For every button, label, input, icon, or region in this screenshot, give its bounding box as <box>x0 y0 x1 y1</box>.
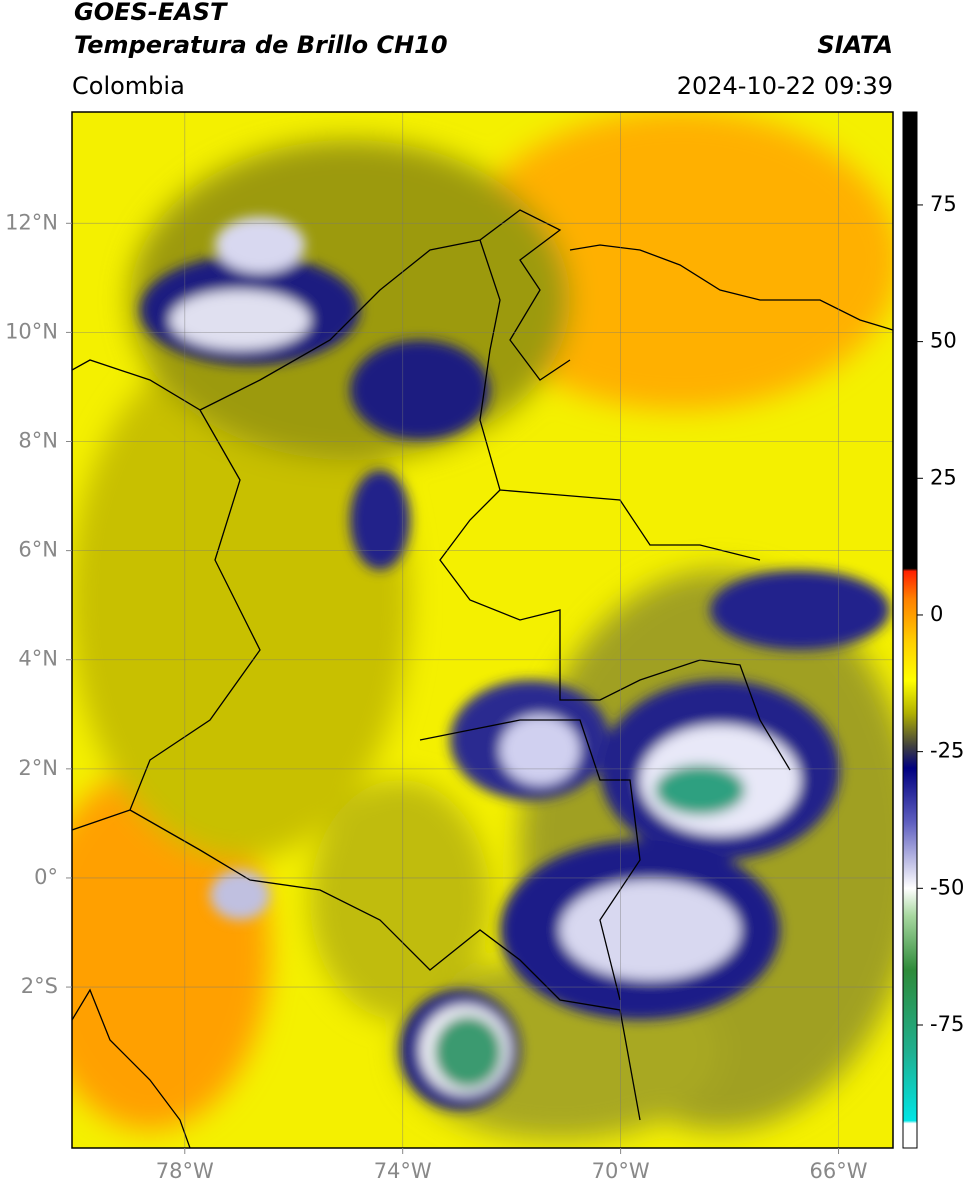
x-tick-label: 70°W <box>592 1159 650 1183</box>
datetime: 2024-10-22 09:39 <box>677 72 893 100</box>
source: SIATA <box>817 31 893 59</box>
colorbar <box>902 111 918 1149</box>
x-tick-label: 66°W <box>810 1159 868 1183</box>
y-tick-label: 12°N <box>5 210 58 234</box>
y-tick-label: 2°S <box>21 974 58 998</box>
y-tick-label: 10°N <box>5 319 58 343</box>
colorbar-tick-label: 50 <box>930 329 957 353</box>
colorbar-tick-label: 75 <box>930 192 957 216</box>
colorbar-tick-label: 25 <box>930 465 957 489</box>
x-tick-label: 78°W <box>156 1159 214 1183</box>
y-tick-label: 2°N <box>18 756 58 780</box>
colorbar-tick-label: -25 <box>930 739 964 763</box>
colorbar-tick-label: -50 <box>930 875 964 899</box>
region: Colombia <box>72 72 185 100</box>
title: GOES-EAST <box>74 0 228 26</box>
y-tick-label: 6°N <box>18 538 58 562</box>
x-tick-label: 74°W <box>374 1159 432 1183</box>
subtitle: Temperatura de Brillo CH10 <box>74 31 448 59</box>
satellite-image <box>72 112 893 1148</box>
y-tick-label: 8°N <box>18 429 58 453</box>
grid <box>72 112 893 1148</box>
colorbar-tick-label: 0 <box>930 602 943 626</box>
map-frame <box>71 111 894 1149</box>
y-tick-label: 0° <box>34 865 58 889</box>
colorbar-tick-label: -75 <box>930 1012 964 1036</box>
y-tick-label: 4°N <box>18 647 58 671</box>
